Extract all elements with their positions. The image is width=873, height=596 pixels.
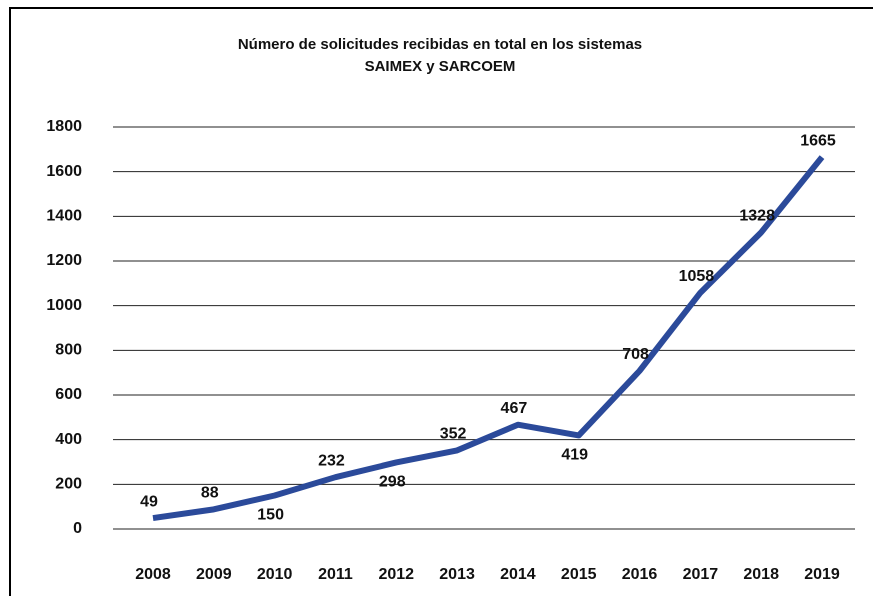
y-tick-label: 1400 <box>46 208 82 225</box>
x-tick-label: 2011 <box>318 566 353 583</box>
data-label: 708 <box>622 346 649 363</box>
data-label: 352 <box>440 426 467 443</box>
line <box>152 155 825 522</box>
x-tick-label: 2012 <box>378 566 414 583</box>
y-tick-label: 1800 <box>46 118 82 135</box>
x-tick-label: 2008 <box>135 566 171 583</box>
x-tick-label: 2015 <box>561 566 597 583</box>
data-label: 49 <box>140 493 158 510</box>
y-tick-label: 1000 <box>46 297 82 314</box>
x-tick-label: 2016 <box>622 566 658 583</box>
x-tick-label: 2013 <box>439 566 475 583</box>
data-label: 1665 <box>800 132 836 149</box>
chart-title: Número de solicitudes recibidas en total… <box>238 36 642 53</box>
x-tick-label: 2018 <box>743 566 779 583</box>
x-tick-label: 2009 <box>196 566 232 583</box>
data-label: 1058 <box>679 268 715 285</box>
data-label: 150 <box>257 507 284 524</box>
data-label: 467 <box>501 400 528 417</box>
data-label: 1328 <box>739 208 775 225</box>
x-tick-label: 2014 <box>500 566 536 583</box>
y-tick-label: 0 <box>73 520 82 537</box>
data-label: 419 <box>561 447 588 464</box>
chart-title: SAIMEX y SARCOEM <box>365 58 516 75</box>
x-tick-label: 2010 <box>257 566 293 583</box>
y-tick-label: 1600 <box>46 163 82 180</box>
data-label: 232 <box>318 452 345 469</box>
y-tick-label: 800 <box>55 342 82 359</box>
y-tick-label: 1200 <box>46 252 82 269</box>
y-tick-label: 400 <box>55 431 82 448</box>
data-label: 88 <box>201 485 219 502</box>
y-tick-label: 600 <box>55 386 82 403</box>
x-tick-label: 2019 <box>804 566 840 583</box>
frame <box>9 7 873 596</box>
data-label: 298 <box>379 474 406 491</box>
y-tick-label: 200 <box>55 476 82 493</box>
x-tick-label: 2017 <box>683 566 719 583</box>
